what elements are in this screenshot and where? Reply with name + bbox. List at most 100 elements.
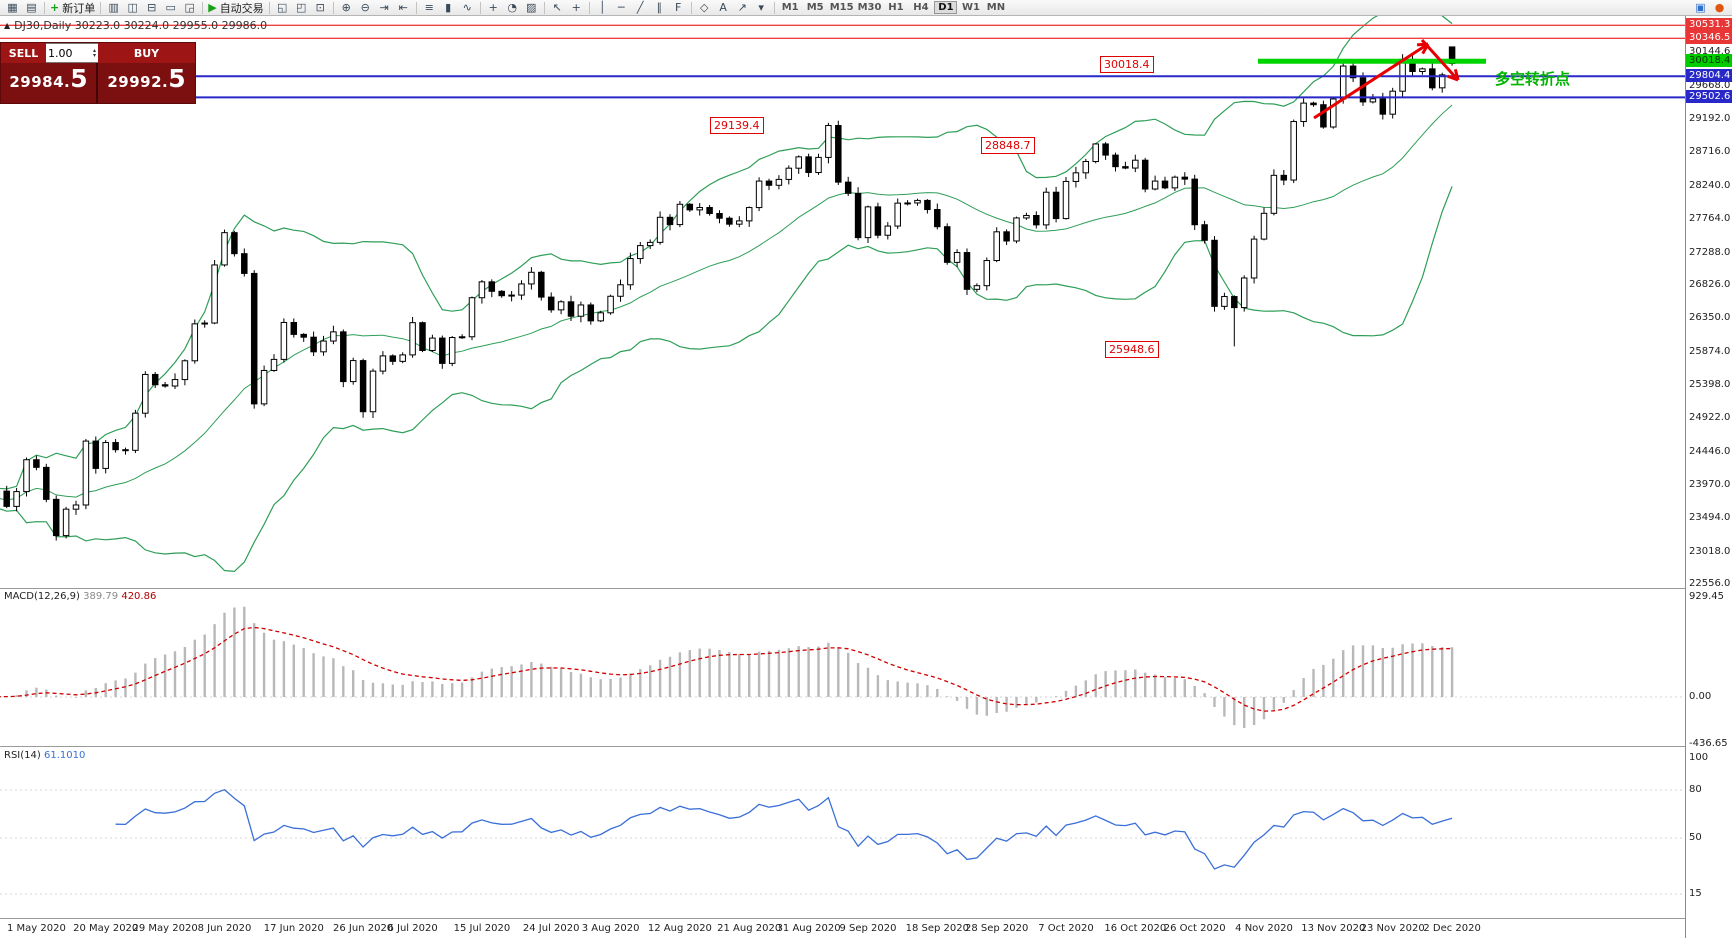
price-tick-label: 27288.0 xyxy=(1689,246,1731,258)
time-axis[interactable]: 1 May 2020 20 May 2020 29 May 2020 8 Jun 20… xyxy=(0,919,1685,938)
dropdown-icon: ▾ xyxy=(758,1,764,14)
profiles-icon[interactable]: ▤ xyxy=(22,1,41,15)
price-level-badge: 29502.6 xyxy=(1686,90,1732,104)
date-tick-label: 15 Jul 2020 xyxy=(453,923,511,934)
price-callout-box[interactable]: 30018.4 xyxy=(1100,56,1154,73)
price-tick-label: 22556.0 xyxy=(1689,578,1731,590)
date-tick-label: 26 Oct 2020 xyxy=(1163,923,1226,934)
text-label-icon[interactable]: A xyxy=(714,1,733,15)
new-chart-icon: ▦ xyxy=(7,1,18,14)
zoom-out-icon[interactable]: ⊖ xyxy=(356,1,375,15)
auto-trading-button[interactable]: ▶ 自动交易 xyxy=(206,1,265,15)
timeframe-m15-button[interactable]: M15 xyxy=(829,2,854,13)
toolbar-separator xyxy=(44,1,45,14)
cursor-icon[interactable]: ↖ xyxy=(548,1,567,15)
auto-scroll-icon[interactable]: ⇥ xyxy=(375,1,394,15)
crosshair-icon: + xyxy=(571,1,581,14)
price-tick-label: 24446.0 xyxy=(1689,445,1731,457)
chart-shift-icon[interactable]: ⇤ xyxy=(394,1,413,15)
periods-icon[interactable]: ◔ xyxy=(503,1,522,15)
indicators-icon[interactable]: + xyxy=(484,1,503,15)
price-callout-box[interactable]: 25948.6 xyxy=(1105,341,1159,358)
bar-chart-icon[interactable]: ≡ xyxy=(420,1,439,15)
volume-input[interactable]: 1.00 ▴ ▾ xyxy=(46,43,98,63)
price-axis[interactable]: 30144.6 29668.0 29192.0 28716.0 28240.0 27764… xyxy=(1685,16,1732,938)
trade-panel-collapse-icon[interactable]: ▲ xyxy=(4,21,11,30)
buy-button[interactable]: BUY xyxy=(98,43,195,63)
toolbar-status: ▣ ● xyxy=(1691,0,1729,15)
sell-price-main: 29984. xyxy=(9,73,71,91)
shapes-icon[interactable]: ◇ xyxy=(695,1,714,15)
arrange-windows-icon: ⊡ xyxy=(315,1,325,14)
chart-note-text[interactable]: 多空转折点 xyxy=(1495,70,1571,88)
volume-spinner[interactable]: ▴ ▾ xyxy=(92,47,96,59)
market-watch-icon[interactable]: ▥ xyxy=(104,1,123,15)
plus-icon: + xyxy=(50,1,60,14)
market-watch-icon: ▥ xyxy=(108,1,119,14)
price-callout-box[interactable]: 29139.4 xyxy=(710,117,764,134)
date-tick-label: 26 Jun 2020 xyxy=(333,923,394,934)
trend-arrow[interactable] xyxy=(1420,38,1460,82)
dropdown-icon[interactable]: ▾ xyxy=(752,1,771,15)
timeframe-d1-button[interactable]: D1 xyxy=(934,1,958,14)
timeframe-h1-button[interactable]: H1 xyxy=(888,2,904,13)
timeframe-m30-button[interactable]: M30 xyxy=(857,2,882,13)
macd-tick-label: 929.45 xyxy=(1689,590,1724,602)
price-tick-label: 23494.0 xyxy=(1689,512,1731,524)
sell-price-display[interactable]: 29984. 5 xyxy=(1,63,98,103)
navigator-icon: ⊟ xyxy=(147,1,157,14)
crosshair-icon[interactable]: + xyxy=(567,1,586,15)
date-tick-label: 21 Aug 2020 xyxy=(717,923,782,934)
rsi-tick-label: 80 xyxy=(1689,784,1702,795)
date-tick-label: 24 Jul 2020 xyxy=(522,923,580,934)
price-level-badge: 30346.5 xyxy=(1686,31,1732,45)
arrange-windows-icon[interactable]: ⊡ xyxy=(311,1,330,15)
zoom-in-icon[interactable]: ⊕ xyxy=(337,1,356,15)
strategy-tester-icon[interactable]: ◲ xyxy=(180,1,199,15)
timeframe-m5-button[interactable]: M5 xyxy=(806,2,824,13)
date-tick-label: 18 Sep 2020 xyxy=(905,923,969,934)
volume-up-icon[interactable]: ▴ xyxy=(92,47,96,54)
fibonacci-icon: F xyxy=(675,1,682,14)
trendline-icon: ╱ xyxy=(636,1,644,14)
fibonacci-icon[interactable]: F xyxy=(669,1,688,15)
price-level-badge: 29804.4 xyxy=(1686,69,1732,83)
candlestick-chart-icon[interactable]: ▮ xyxy=(439,1,458,15)
sell-button[interactable]: SELL xyxy=(1,43,46,63)
connection-status-icon[interactable]: ● xyxy=(1710,1,1729,15)
chart-mode-icon[interactable]: ▣ xyxy=(1691,1,1710,15)
channel-icon[interactable]: ∥ xyxy=(650,1,669,15)
main-toolbar: ▦ ▤ + 新订单 ▥ ◫ ⊟ ▭ ◲ ▶ 自动交易 ◱ ◰ ⊡ ⊕ ⊖ ⇥ ⇤ ≡ ▮ ∿ + ◔ ▨ ↖ + │ ─ ╱ ∥ F ◇ A ↗ ▾… xyxy=(0,0,1732,16)
terminal-icon[interactable]: ▭ xyxy=(161,1,180,15)
tile-windows-icon[interactable]: ◱ xyxy=(273,1,292,15)
price-callout-box[interactable]: 28848.7 xyxy=(981,137,1035,154)
data-window-icon[interactable]: ◫ xyxy=(123,1,142,15)
timeframe-w1-button[interactable]: W1 xyxy=(961,2,980,13)
horizontal-line-icon[interactable]: ─ xyxy=(612,1,631,15)
timeframe-m1-button[interactable]: M1 xyxy=(781,2,799,13)
line-chart-icon[interactable]: ∿ xyxy=(458,1,477,15)
new-chart-icon[interactable]: ▦ xyxy=(3,1,22,15)
volume-down-icon[interactable]: ▾ xyxy=(92,52,96,59)
timeframe-mn-button[interactable]: MN xyxy=(986,2,1006,13)
cascade-windows-icon[interactable]: ◰ xyxy=(292,1,311,15)
new-order-button[interactable]: + 新订单 xyxy=(48,1,97,15)
timeframe-h4-button[interactable]: H4 xyxy=(913,2,929,13)
price-tick-label: 23970.0 xyxy=(1689,479,1731,490)
auto-scroll-icon: ⇥ xyxy=(379,1,389,14)
buy-price-display[interactable]: 29992. 5 xyxy=(98,63,195,103)
templates-icon[interactable]: ▨ xyxy=(522,1,541,15)
one-click-trading-panel: SELL 1.00 ▴ ▾ BUY 29984. 5 29992. 5 xyxy=(0,42,196,104)
price-tick-label: 30144.6 xyxy=(1689,46,1731,58)
arrow-tool-icon[interactable]: ↗ xyxy=(733,1,752,15)
candlestick-chart-icon: ▮ xyxy=(445,1,452,14)
chart-shift-icon: ⇤ xyxy=(398,1,408,14)
trend-arrow[interactable] xyxy=(1313,42,1430,120)
vertical-line-icon[interactable]: │ xyxy=(593,1,612,15)
navigator-icon[interactable]: ⊟ xyxy=(142,1,161,15)
volume-value[interactable]: 1.00 xyxy=(48,46,73,60)
toolbar-separator xyxy=(332,1,334,14)
chart-symbol-ohlc: DJ30,Daily 30223.0 30224.0 29955.0 29986… xyxy=(14,19,268,32)
trendline-icon[interactable]: ╱ xyxy=(631,1,650,15)
